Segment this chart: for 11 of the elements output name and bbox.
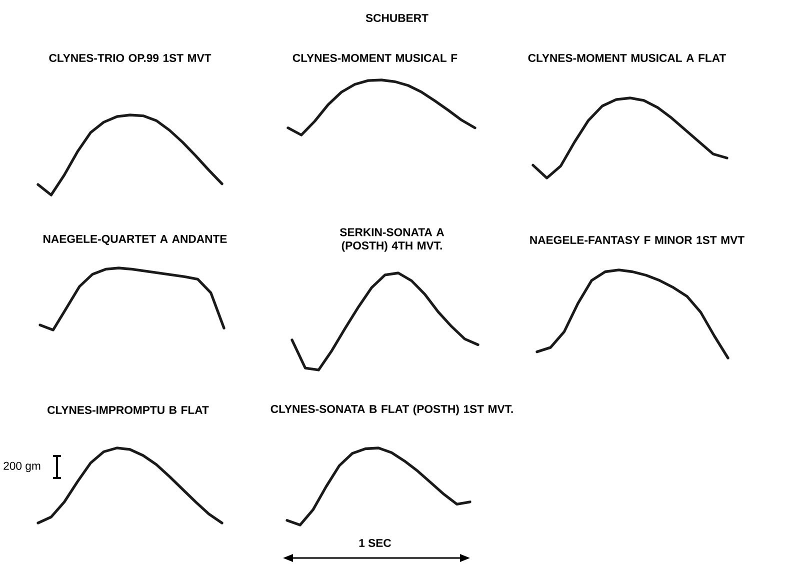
- chart-title: CLYNES-MOMENT MUSICAL A FLAT: [528, 54, 726, 62]
- annotation: 200 gm: [4, 462, 40, 472]
- text: SCHUBERT: [366, 14, 428, 22]
- chart-title: NAEGELE-FANTASY F MINOR 1ST MVT: [530, 236, 744, 244]
- chart-title: CLYNES-SONATA B FLAT (POSTH) 1ST MVT.: [270, 404, 513, 416]
- chart-title: NAEGELE-QUARTET A ANDANTE: [44, 234, 227, 246]
- chart-title: CLYNES-MOMENT MUSICAL F: [292, 54, 458, 62]
- chart-title: CLYNES-TRIO OP.99 1ST MVT: [49, 54, 212, 62]
- chart-title: CLYNES-IMPROMPTU B FLAT: [48, 406, 209, 414]
- chart-title: SERKIN-SONATA A (POSTH) 4TH MVT.: [340, 228, 444, 252]
- text: 1 SEC: [359, 538, 392, 547]
